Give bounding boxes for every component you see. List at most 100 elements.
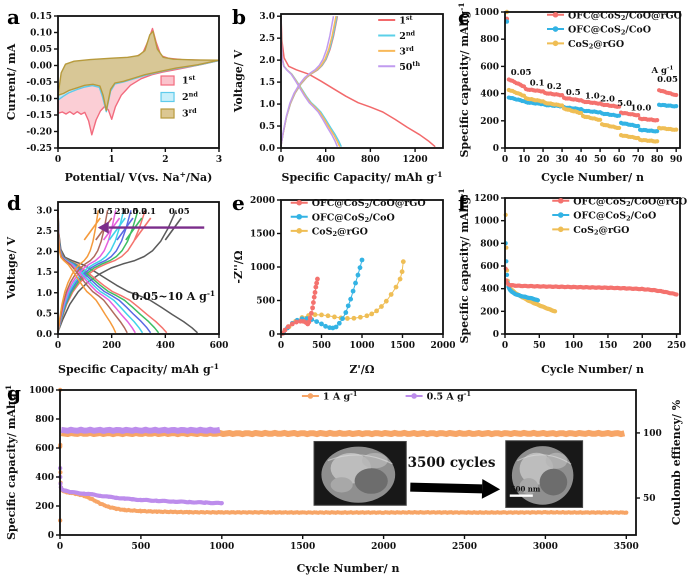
- y-tick-label: 1.5: [259, 78, 275, 88]
- panel-f-legend: OFC@CoS2/CoO@rGO OFC@CoS2/CoO CoS2@rGO: [552, 196, 687, 237]
- legend-label: 1st: [399, 14, 412, 27]
- rate-label: 10: [92, 207, 104, 217]
- panel-a-axes: 0 1 2 3 -0.25 -0.20 -0.15 -0.10 -0.05 0.00 0.05 0.1…: [26, 12, 222, 165]
- y-tick-label: 0.0: [36, 330, 52, 340]
- y-tick-label: 0.10: [30, 29, 52, 39]
- rate-label: 2: [115, 207, 121, 217]
- x-tick-label: 3: [216, 155, 222, 165]
- x-tick-label: 2500: [452, 542, 477, 552]
- y-tick-label: -0.20: [26, 128, 52, 138]
- y-tick-label: 200: [480, 307, 499, 317]
- panel-letter-a: a: [7, 5, 20, 29]
- legend-label: OFC@CoS2/CoO: [312, 212, 395, 224]
- y-tick-label: 3.0: [259, 12, 275, 22]
- annotation: 0.1: [530, 79, 545, 89]
- y-tick-label: 200: [35, 502, 54, 512]
- y-tick-label: 1200: [474, 194, 499, 204]
- y-tick-label: -0.05: [26, 78, 52, 88]
- y-tick-label: 600: [35, 444, 54, 454]
- y-tick-label: 1000: [474, 217, 499, 227]
- x-axis-label: Z'/Ω: [349, 363, 374, 376]
- y-tick-label: 1000: [29, 386, 54, 396]
- y-axis-label: Specific capacity/ mAhg-1: [457, 188, 471, 343]
- y-tick-label: 2000: [250, 196, 275, 206]
- panel-b-axes: 0 400 800 1200 0.0 0.5 1.0 1.5 2.0 2.5 3.0: [259, 12, 427, 165]
- panel-g-axes: 0 500 1000 1500 2000 2500 3000 3500 0 200 400 600 80…: [29, 386, 662, 552]
- y-axis-label: -Z''/Ω: [232, 250, 245, 283]
- x-axis-label: Cycle Number/ n: [297, 562, 400, 575]
- y-tick-label: 2.5: [36, 227, 52, 237]
- y-axis-label: Specific capacity/ mAhg-1: [457, 2, 471, 157]
- panel-a-legend: 1st 2nd 3rd: [160, 74, 198, 120]
- legend-label: 2nd: [399, 29, 415, 42]
- x-axis-label: Cycle Number/ n: [541, 171, 644, 184]
- annotation: 0.05: [657, 75, 678, 85]
- y-tick-label: -0.10: [26, 95, 52, 105]
- panel-a-series: [57, 27, 220, 136]
- x-axis-label: Cycle Number/ n: [541, 363, 644, 376]
- x-tick-label: 1500: [290, 542, 315, 552]
- legend-label: CoS2@rGO: [312, 226, 368, 238]
- x-tick-label: 400: [316, 155, 335, 165]
- y-tick-label: 1500: [250, 230, 275, 240]
- x-tick-label: 30: [556, 155, 569, 165]
- legend-label: OFC@CoS2/CoO: [573, 211, 656, 223]
- x-tick-label: 200: [102, 341, 121, 351]
- panel-b-legend: 1st 2nd 3rd 50th: [378, 14, 420, 73]
- panel-letter-f: f: [458, 191, 467, 215]
- y-tick-label: 0.05: [30, 45, 52, 55]
- annotation: 0.5: [566, 88, 581, 98]
- x-axis-label: Potential/ V(vs. Na+/Na): [65, 170, 213, 184]
- y-tick-label: 0.15: [30, 12, 52, 22]
- annotation: 3500 cycles: [408, 455, 496, 471]
- panel-d: 0 200 400 600 0.0 0.5 1.0 1.5 2.0 2.5 3.0 Specific …: [2, 186, 229, 378]
- x-tick-label: 200: [633, 341, 652, 351]
- x-axis-label: Specific Capacity/ mAh g-1: [58, 362, 219, 376]
- y-tick-label: 1.5: [36, 268, 52, 278]
- y-tick-label: 3.0: [36, 206, 52, 216]
- legend-label: OFC@CoS2/CoO@rGO: [568, 10, 682, 22]
- panel-f-series: [503, 212, 679, 314]
- rate-label: 0.2: [132, 207, 147, 217]
- x-tick-label: 1500: [390, 341, 415, 351]
- panel-c: 0 10 20 30 40 50 60 70 80 90 0 200 400 600 800 1000 Cycl…: [455, 0, 688, 186]
- rate-label: 0.5: [124, 207, 139, 217]
- panel-letter-d: d: [7, 191, 21, 215]
- y-axis-label: Voltage/ V: [232, 49, 245, 113]
- panel-b: 0 400 800 1200 0.0 0.5 1.0 1.5 2.0 2.5 3.0 Specific…: [229, 0, 455, 186]
- y-tick-label: 0: [48, 531, 54, 541]
- x-tick-label: 50: [533, 341, 546, 351]
- x-tick-label: 2: [162, 155, 168, 165]
- y-tick-label: 0: [493, 144, 499, 154]
- x-tick-label: 0: [57, 542, 63, 552]
- panel-letter-b: b: [232, 5, 246, 29]
- panel-c-axes: 0 10 20 30 40 50 60 70 80 90 0 200 400 600 800 1000: [474, 8, 683, 165]
- x-tick-label: 500: [312, 341, 331, 351]
- panel-letter-g: g: [7, 381, 21, 405]
- y-tick-label: 1000: [250, 263, 275, 273]
- y-tick-label: 2.0: [36, 248, 52, 258]
- y-tick-label: 600: [480, 262, 499, 272]
- x-tick-label: 1200: [403, 155, 428, 165]
- panel-g: 500 nm 0 500 1000 1500 2000 2500 3000 3500 0 200 40…: [2, 378, 686, 577]
- panel-e-series: [280, 257, 406, 336]
- x-tick-label: 0: [55, 341, 61, 351]
- y-tick-label: 800: [35, 415, 54, 425]
- rate-label: 0.1: [141, 207, 156, 217]
- x-tick-label: 2000: [371, 542, 396, 552]
- rate-label: 5: [107, 207, 113, 217]
- y-tick-label: 1.0: [259, 100, 275, 110]
- panel-e: 0 500 1000 1500 2000 0 500 1000 1500 2000 Z'/Ω -Z''…: [229, 186, 456, 378]
- legend-label: 2nd: [182, 90, 198, 103]
- x-tick-label: 3000: [533, 542, 558, 552]
- y-tick-label: 2.5: [259, 34, 275, 44]
- panel-a-chart: 0 1 2 3 -0.25 -0.20 -0.15 -0.10 -0.05 0.00 0.05 0.1…: [5, 12, 222, 184]
- x-tick-label: 3500: [614, 542, 639, 552]
- panel-f-axes: 0 50 100 150 200 250 0 200 400 600 800 1000 1200: [474, 194, 686, 351]
- x-tick-label: 100: [564, 341, 583, 351]
- x-tick-label: 0: [502, 155, 508, 165]
- legend-label: CoS2@rGO: [568, 39, 624, 51]
- scale-bar-label: 500 nm: [511, 484, 541, 493]
- x-tick-label: 0: [278, 155, 284, 165]
- legend-label: OFC@CoS2/CoO@rGO: [312, 198, 426, 210]
